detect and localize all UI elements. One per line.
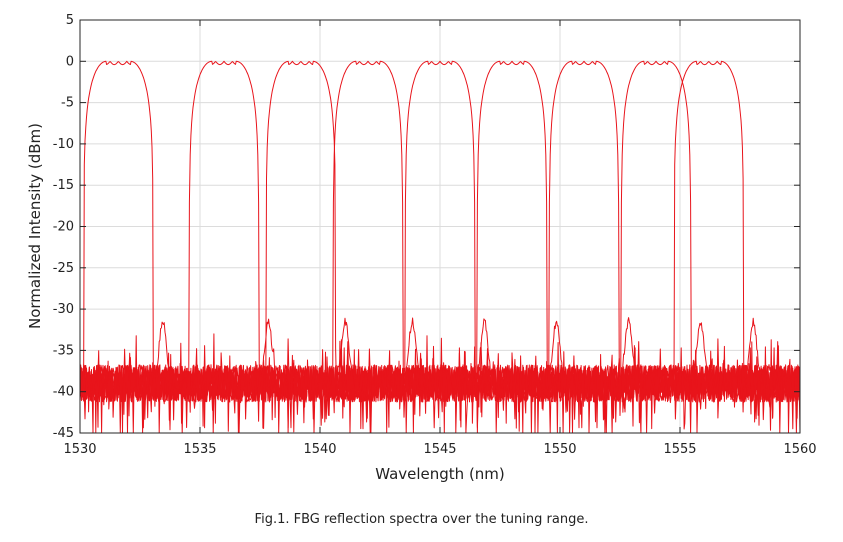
x-tick-label: 1530 <box>63 442 96 457</box>
x-tick-label: 1535 <box>183 442 216 457</box>
figure-caption: Fig.1. FBG reflection spectra over the t… <box>254 512 589 527</box>
y-tick-label: -30 <box>53 302 74 317</box>
x-tick-label: 1560 <box>783 442 816 457</box>
spectrum-line-9 <box>79 60 801 434</box>
x-tick-label: 1550 <box>543 442 576 457</box>
x-tick-label: 1540 <box>303 442 336 457</box>
x-axis-label: Wavelength (nm) <box>375 465 505 483</box>
y-tick-label: 0 <box>66 54 74 69</box>
y-tick-label: 5 <box>66 13 74 28</box>
y-tick-label: -15 <box>53 178 74 193</box>
axis-ticks: 1530 1535 1540 1545 1550 1555 1560 5 0 -5 -10 -15 -2… <box>53 13 817 457</box>
y-tick-label: -5 <box>61 96 74 111</box>
y-tick-label: -40 <box>53 385 74 400</box>
y-tick-label: -25 <box>53 261 74 276</box>
y-axis-label: Normalized Intensity (dBm) <box>26 123 44 329</box>
series-layer <box>79 60 801 434</box>
y-tick-label: -20 <box>53 220 74 235</box>
fbg-spectra-chart: 1530 1535 1540 1545 1550 1555 1560 5 0 -5 -10 -15 -2… <box>26 13 817 483</box>
y-tick-label: -10 <box>53 137 74 152</box>
y-tick-label: -35 <box>53 343 74 358</box>
y-tick-label: -45 <box>53 426 74 441</box>
x-tick-label: 1545 <box>423 442 456 457</box>
x-tick-label: 1555 <box>663 442 696 457</box>
